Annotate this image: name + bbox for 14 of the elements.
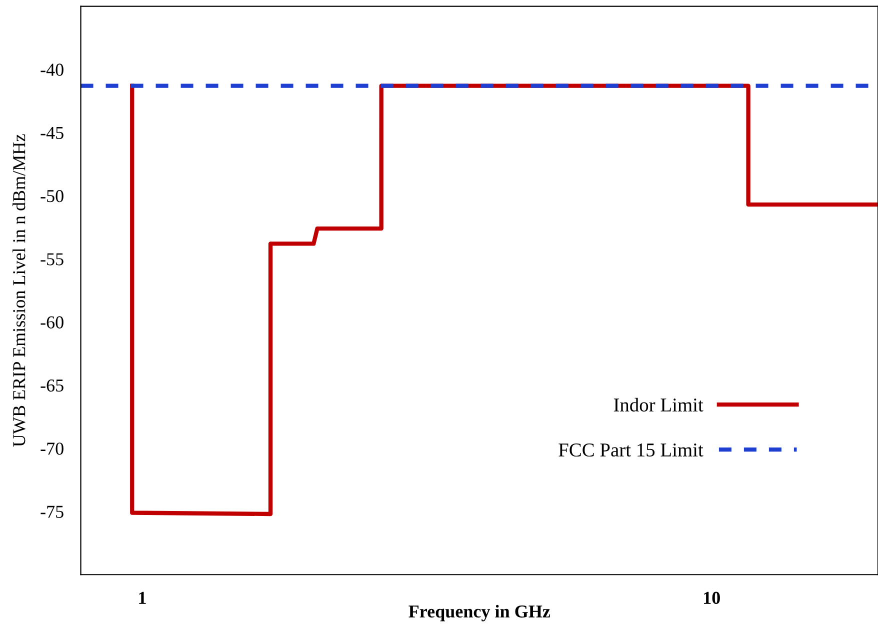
y-tick-label: -60 bbox=[40, 316, 64, 328]
y-tick-label: -75 bbox=[40, 506, 64, 518]
y-tick-label: -50 bbox=[40, 190, 64, 202]
y-axis-title: UWB ERIP Emission Livel in n dBm/MHz bbox=[12, 134, 26, 447]
x-tick-label: 1 bbox=[139, 592, 146, 604]
y-tick-label: -70 bbox=[40, 442, 64, 455]
x-tick-label: 10 bbox=[704, 592, 720, 604]
x-axis-title: Frequency in GHz bbox=[408, 604, 550, 622]
legend-label: FCC Part 15 Limit bbox=[558, 443, 704, 457]
y-tick-label: -45 bbox=[40, 126, 64, 140]
y-tick-label: -55 bbox=[40, 253, 64, 266]
y-tick-label: -40 bbox=[40, 64, 64, 76]
y-tick-label: -65 bbox=[40, 379, 64, 392]
legend-label: Indor Limit bbox=[614, 398, 704, 412]
